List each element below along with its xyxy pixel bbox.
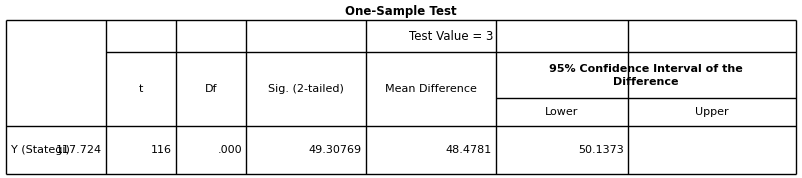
Text: Sig. (2-tailed): Sig. (2-tailed): [268, 84, 344, 94]
Text: 48.4781: 48.4781: [446, 145, 492, 155]
Text: 95% Confidence Interval of the: 95% Confidence Interval of the: [549, 64, 743, 74]
Text: Y (Stategi): Y (Stategi): [11, 145, 70, 155]
Text: Mean Difference: Mean Difference: [385, 84, 477, 94]
Text: Difference: Difference: [614, 77, 678, 87]
Text: Df: Df: [205, 84, 217, 94]
Text: 117.724: 117.724: [56, 145, 102, 155]
Text: 49.30769: 49.30769: [309, 145, 362, 155]
Text: Lower: Lower: [545, 107, 579, 117]
Text: .000: .000: [217, 145, 242, 155]
Text: Upper: Upper: [695, 107, 729, 117]
Text: t: t: [139, 84, 144, 94]
Text: 116: 116: [151, 145, 172, 155]
Text: 50.1373: 50.1373: [578, 145, 624, 155]
Text: Test Value = 3: Test Value = 3: [409, 30, 493, 43]
Text: One-Sample Test: One-Sample Test: [345, 6, 457, 19]
